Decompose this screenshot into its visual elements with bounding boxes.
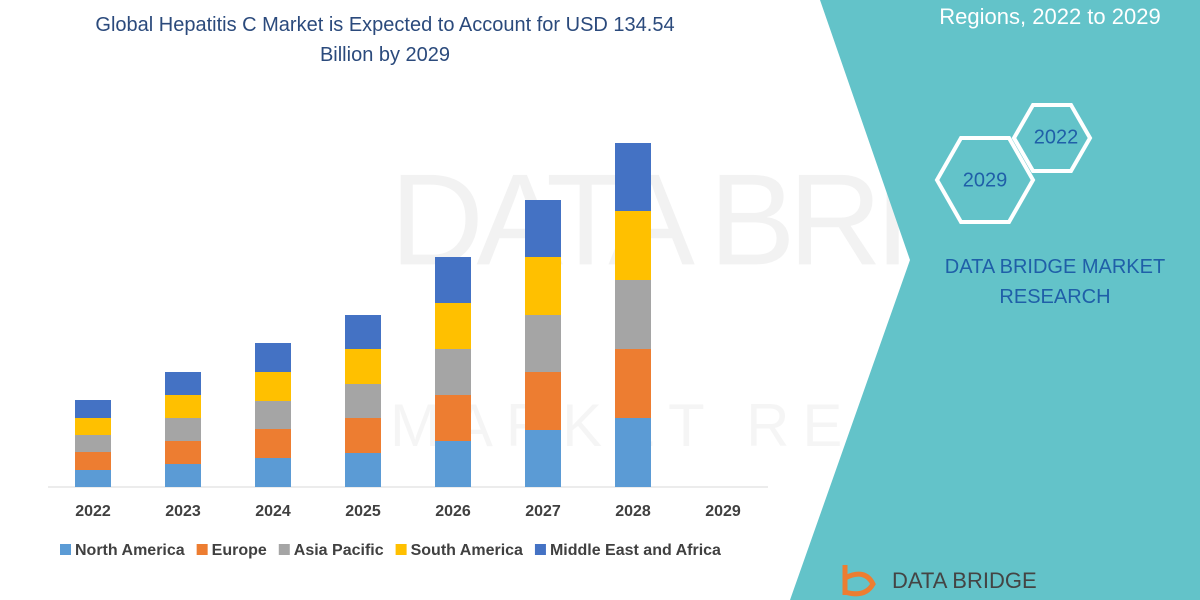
x-tick-label: 2028 bbox=[615, 503, 651, 520]
bar-segment bbox=[75, 400, 111, 418]
bar-segment bbox=[525, 372, 561, 430]
bar-segment bbox=[345, 349, 381, 384]
bar-segment bbox=[165, 441, 201, 464]
bar-segment bbox=[255, 429, 291, 458]
bar-segment bbox=[75, 435, 111, 452]
bar-segment bbox=[345, 315, 381, 349]
legend-swatch bbox=[395, 544, 407, 555]
bar-segment bbox=[345, 453, 381, 487]
bar-segment bbox=[165, 372, 201, 395]
bar-segment bbox=[615, 349, 651, 418]
bar-segment bbox=[525, 257, 561, 315]
bar-segment bbox=[255, 458, 291, 487]
bar-segment bbox=[615, 418, 651, 487]
chart-title: Global Hepatitis C Market is Expected to… bbox=[95, 14, 675, 66]
bar-segment bbox=[525, 315, 561, 372]
brand-box: DATA BRIDGE MARKET RESEARCH bbox=[944, 256, 1166, 308]
hexagon bbox=[1011, 103, 1093, 173]
legend-swatch bbox=[278, 544, 290, 555]
bar-segment bbox=[435, 349, 471, 395]
x-tick-label: 2026 bbox=[435, 503, 471, 520]
logo-icon bbox=[842, 565, 876, 597]
bar-segment bbox=[615, 280, 651, 349]
x-tick-label: 2025 bbox=[345, 503, 381, 520]
legend-swatch bbox=[60, 544, 71, 555]
hexagon-label: 2022 bbox=[1034, 126, 1079, 148]
legend-label: Europe bbox=[212, 542, 267, 559]
bar-segment bbox=[435, 395, 471, 441]
legend-label: Asia Pacific bbox=[294, 542, 384, 559]
bar-segment bbox=[435, 303, 471, 349]
bar-segment bbox=[165, 464, 201, 487]
bar-segment bbox=[255, 401, 291, 429]
legend-swatch bbox=[196, 544, 208, 555]
bar-segment bbox=[75, 470, 111, 487]
panel-subtitle: Regions, 2022 to 2029 bbox=[939, 4, 1160, 29]
x-tick-label: 2023 bbox=[165, 503, 201, 520]
bar-segment bbox=[525, 200, 561, 257]
logo-text: DATA BRIDGE bbox=[892, 568, 1037, 593]
bar-segment bbox=[525, 430, 561, 487]
bar-segment bbox=[615, 211, 651, 280]
x-tick-label: 2027 bbox=[525, 503, 561, 520]
legend-swatch bbox=[534, 544, 546, 555]
bar-segment bbox=[75, 452, 111, 470]
bar-segment bbox=[345, 418, 381, 453]
hexagon-label: 2029 bbox=[963, 169, 1008, 191]
x-tick-label: 2029 bbox=[705, 503, 741, 520]
side-panel bbox=[790, 0, 1200, 600]
bar-segment bbox=[255, 372, 291, 401]
hexagon bbox=[934, 136, 1036, 224]
bar-segment bbox=[615, 143, 651, 211]
legend-label: Middle East and Africa bbox=[550, 542, 721, 559]
x-tick-label: 2022 bbox=[75, 503, 111, 520]
bar-segment bbox=[75, 418, 111, 435]
bar-segment bbox=[345, 384, 381, 418]
bar-segment bbox=[165, 395, 201, 418]
bar-segment bbox=[435, 441, 471, 487]
bar-segment bbox=[255, 343, 291, 372]
legend-label: South America bbox=[411, 542, 523, 559]
x-tick-label: 2024 bbox=[255, 503, 291, 520]
brand: DATA BRIDGE MARKET RESEARCH bbox=[944, 256, 1166, 308]
legend-label: North America bbox=[75, 542, 185, 559]
bar-segment bbox=[435, 257, 471, 303]
bar-segment bbox=[165, 418, 201, 441]
